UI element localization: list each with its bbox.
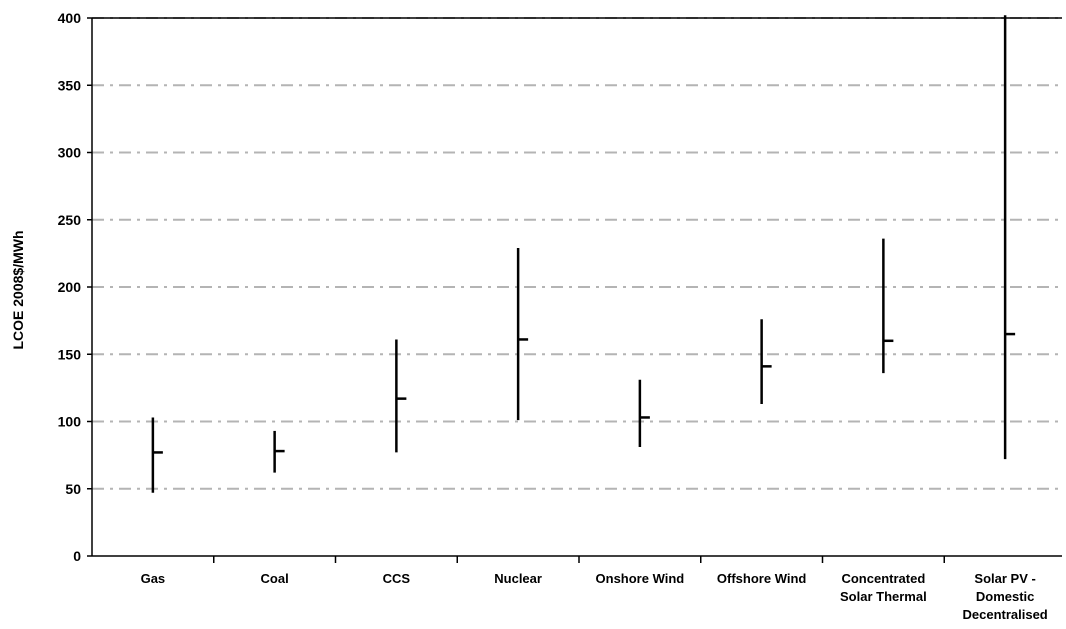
- y-tick-label-50: 50: [65, 481, 81, 497]
- y-tick-label-250: 250: [58, 212, 82, 228]
- axes: [87, 17, 1062, 563]
- y-axis-title: LCOE 2008$/MWh: [10, 230, 26, 349]
- category-label-nuclear: Nuclear: [494, 571, 542, 586]
- category-label-ccs: CCS: [383, 571, 411, 586]
- y-tick-label-200: 200: [58, 279, 82, 295]
- category-label-onshore-wind: Onshore Wind: [596, 571, 685, 586]
- category-label-offshore-wind: Offshore Wind: [717, 571, 806, 586]
- y-tick-labels: 0 50 100 150 200 250 300 350 400: [58, 10, 82, 564]
- y-tick-label-0: 0: [73, 548, 81, 564]
- y-tick-label-350: 350: [58, 77, 82, 93]
- y-tick-label-100: 100: [58, 414, 82, 430]
- y-tick-label-400: 400: [58, 10, 82, 26]
- category-label-solar-pv-domestic-decentralised: Solar PV -Domestic Decentralised: [962, 571, 1047, 622]
- category-label-gas: Gas: [141, 571, 166, 586]
- x-category-labels: Gas Coal CCS Nuclear Onshore Wind Offshore Wi…: [141, 571, 1048, 622]
- y-tick-label-300: 300: [58, 145, 82, 161]
- range-marks: [151, 15, 1016, 493]
- category-label-concentrated-solar-thermal: Concentrated Solar Thermal: [840, 571, 927, 604]
- category-label-coal: Coal: [261, 571, 289, 586]
- gridlines: [92, 17, 1062, 490]
- y-tick-label-150: 150: [58, 346, 82, 362]
